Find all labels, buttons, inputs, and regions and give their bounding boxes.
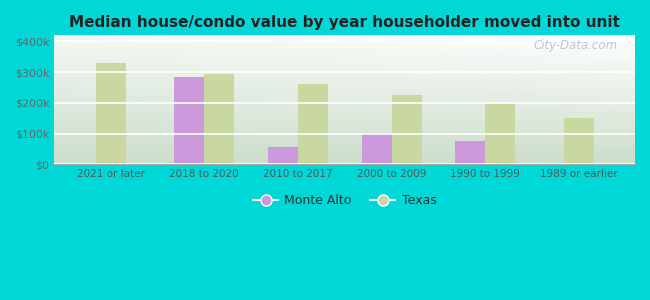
Bar <box>391 95 421 164</box>
Text: City-Data.com: City-Data.com <box>534 39 618 52</box>
Bar <box>268 147 298 164</box>
Bar <box>485 103 515 164</box>
Bar <box>204 74 234 164</box>
Bar <box>298 84 328 164</box>
Bar <box>96 63 125 164</box>
Bar <box>174 77 204 164</box>
Legend: Monte Alto, Texas: Monte Alto, Texas <box>248 189 441 212</box>
Bar <box>361 133 391 164</box>
Bar <box>455 141 485 164</box>
Bar <box>564 118 594 164</box>
Title: Median house/condo value by year householder moved into unit: Median house/condo value by year househo… <box>70 15 620 30</box>
